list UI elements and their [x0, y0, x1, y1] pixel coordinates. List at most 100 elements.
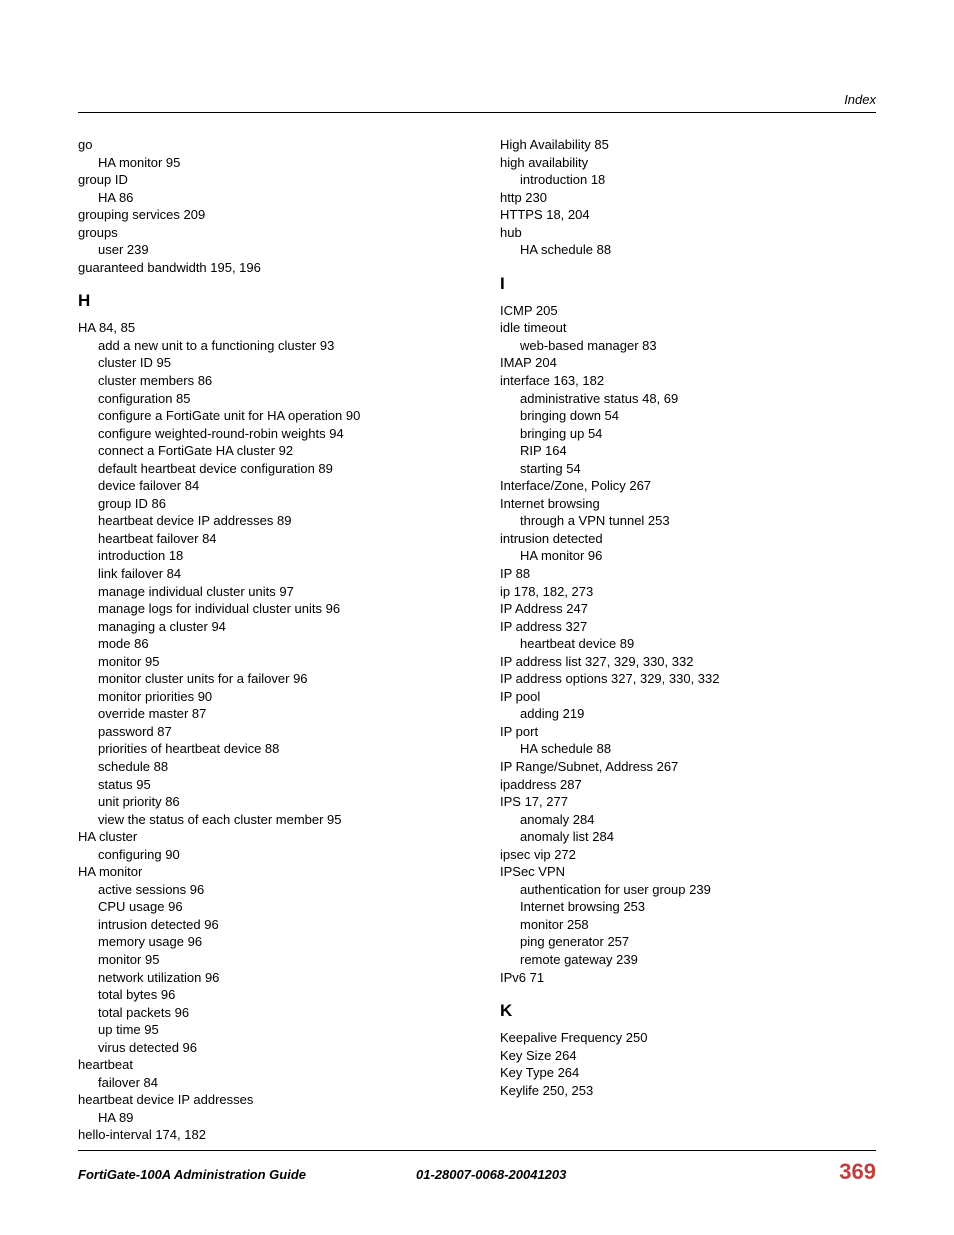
footer-page-number: 369 [839, 1159, 876, 1185]
index-entry: grouping services 209 [78, 206, 454, 224]
index-subentry: introduction 18 [500, 171, 876, 189]
index-subentry: HA 86 [78, 189, 454, 207]
index-subentry: RIP 164 [500, 442, 876, 460]
index-entry: IPv6 71 [500, 969, 876, 987]
index-subentry: bringing down 54 [500, 407, 876, 425]
index-subentry: monitor 95 [78, 653, 454, 671]
index-entry: IP address options 327, 329, 330, 332 [500, 670, 876, 688]
index-subentry: Internet browsing 253 [500, 898, 876, 916]
index-column-right: High Availability 85high availabilityint… [500, 136, 876, 1144]
index-subentry: active sessions 96 [78, 881, 454, 899]
index-content: goHA monitor 95group IDHA 86grouping ser… [78, 136, 876, 1144]
index-subentry: ping generator 257 [500, 933, 876, 951]
index-subentry: heartbeat failover 84 [78, 530, 454, 548]
index-entry: IPSec VPN [500, 863, 876, 881]
index-entry: IP address 327 [500, 618, 876, 636]
index-subentry: mode 86 [78, 635, 454, 653]
index-subentry: status 95 [78, 776, 454, 794]
index-subentry: view the status of each cluster member 9… [78, 811, 454, 829]
index-subentry: add a new unit to a functioning cluster … [78, 337, 454, 355]
index-entry: IP Range/Subnet, Address 267 [500, 758, 876, 776]
index-subentry: failover 84 [78, 1074, 454, 1092]
index-subentry: configuration 85 [78, 390, 454, 408]
index-subentry: configure weighted-round-robin weights 9… [78, 425, 454, 443]
section-header: Index [844, 92, 876, 107]
footer-doc-id: 01-28007-0068-20041203 [416, 1167, 566, 1182]
index-entry: heartbeat [78, 1056, 454, 1074]
footer-doc-title: FortiGate-100A Administration Guide [78, 1167, 306, 1182]
index-subentry: unit priority 86 [78, 793, 454, 811]
index-subentry: cluster members 86 [78, 372, 454, 390]
index-subentry: total packets 96 [78, 1004, 454, 1022]
index-entry: HA cluster [78, 828, 454, 846]
index-entry: ICMP 205 [500, 302, 876, 320]
index-subentry: introduction 18 [78, 547, 454, 565]
index-subentry: priorities of heartbeat device 88 [78, 740, 454, 758]
index-subentry: virus detected 96 [78, 1039, 454, 1057]
index-subentry: configuring 90 [78, 846, 454, 864]
index-subentry: anomaly 284 [500, 811, 876, 829]
index-entry: intrusion detected [500, 530, 876, 548]
index-subentry: cluster ID 95 [78, 354, 454, 372]
index-letter-heading: I [500, 273, 876, 296]
index-entry: idle timeout [500, 319, 876, 337]
index-entry: hub [500, 224, 876, 242]
index-subentry: schedule 88 [78, 758, 454, 776]
index-subentry: monitor 95 [78, 951, 454, 969]
index-subentry: HA monitor 96 [500, 547, 876, 565]
index-subentry: adding 219 [500, 705, 876, 723]
index-subentry: total bytes 96 [78, 986, 454, 1004]
index-subentry: configure a FortiGate unit for HA operat… [78, 407, 454, 425]
index-letter-heading: H [78, 290, 454, 313]
index-entry: http 230 [500, 189, 876, 207]
index-subentry: group ID 86 [78, 495, 454, 513]
index-subentry: heartbeat device IP addresses 89 [78, 512, 454, 530]
index-entry: Keepalive Frequency 250 [500, 1029, 876, 1047]
index-subentry: user 239 [78, 241, 454, 259]
index-subentry: bringing up 54 [500, 425, 876, 443]
index-entry: group ID [78, 171, 454, 189]
index-entry: IMAP 204 [500, 354, 876, 372]
index-subentry: override master 87 [78, 705, 454, 723]
index-entry: IP address list 327, 329, 330, 332 [500, 653, 876, 671]
index-subentry: HA 89 [78, 1109, 454, 1127]
index-subentry: monitor priorities 90 [78, 688, 454, 706]
index-subentry: HA schedule 88 [500, 740, 876, 758]
index-subentry: intrusion detected 96 [78, 916, 454, 934]
index-entry: ipsec vip 272 [500, 846, 876, 864]
index-subentry: starting 54 [500, 460, 876, 478]
index-entry: IP port [500, 723, 876, 741]
index-entry: Internet browsing [500, 495, 876, 513]
index-subentry: HA monitor 95 [78, 154, 454, 172]
page-footer: FortiGate-100A Administration Guide 01-2… [78, 1150, 876, 1185]
index-subentry: monitor cluster units for a failover 96 [78, 670, 454, 688]
index-subentry: HA schedule 88 [500, 241, 876, 259]
index-entry: Key Size 264 [500, 1047, 876, 1065]
index-entry: ip 178, 182, 273 [500, 583, 876, 601]
index-subentry: anomaly list 284 [500, 828, 876, 846]
index-entry: IP pool [500, 688, 876, 706]
index-entry: ipaddress 287 [500, 776, 876, 794]
header-rule [78, 112, 876, 113]
index-column-left: goHA monitor 95group IDHA 86grouping ser… [78, 136, 454, 1144]
index-entry: heartbeat device IP addresses [78, 1091, 454, 1109]
index-subentry: manage individual cluster units 97 [78, 583, 454, 601]
index-entry: HA monitor [78, 863, 454, 881]
index-entry: guaranteed bandwidth 195, 196 [78, 259, 454, 277]
index-entry: high availability [500, 154, 876, 172]
index-subentry: password 87 [78, 723, 454, 741]
index-subentry: through a VPN tunnel 253 [500, 512, 876, 530]
index-entry: IP Address 247 [500, 600, 876, 618]
index-subentry: web-based manager 83 [500, 337, 876, 355]
index-entry: IP 88 [500, 565, 876, 583]
index-subentry: remote gateway 239 [500, 951, 876, 969]
index-entry: groups [78, 224, 454, 242]
index-subentry: authentication for user group 239 [500, 881, 876, 899]
index-subentry: administrative status 48, 69 [500, 390, 876, 408]
index-entry: HA 84, 85 [78, 319, 454, 337]
footer-rule [78, 1150, 876, 1151]
index-subentry: heartbeat device 89 [500, 635, 876, 653]
index-subentry: monitor 258 [500, 916, 876, 934]
index-entry: hello-interval 174, 182 [78, 1126, 454, 1144]
index-entry: Key Type 264 [500, 1064, 876, 1082]
